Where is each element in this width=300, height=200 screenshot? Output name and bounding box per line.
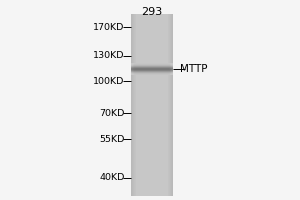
Text: 130KD: 130KD [93, 51, 124, 60]
Text: 293: 293 [141, 7, 162, 17]
Text: MTTP: MTTP [180, 64, 208, 74]
Text: 70KD: 70KD [99, 108, 124, 117]
Text: 100KD: 100KD [93, 76, 124, 86]
Text: 40KD: 40KD [99, 173, 124, 182]
Text: 55KD: 55KD [99, 134, 124, 144]
Text: 170KD: 170KD [93, 22, 124, 31]
